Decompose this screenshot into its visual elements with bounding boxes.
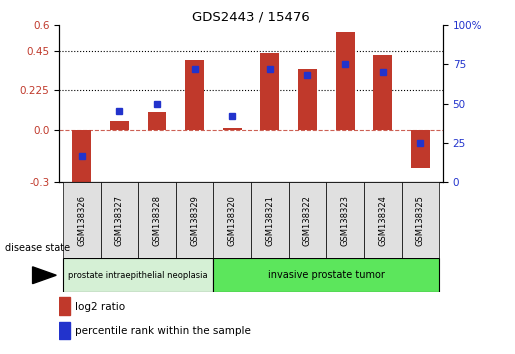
Bar bbox=[176, 182, 213, 258]
Bar bbox=[327, 182, 364, 258]
Bar bbox=[364, 182, 402, 258]
Text: GSM138328: GSM138328 bbox=[152, 195, 162, 246]
Text: GSM138323: GSM138323 bbox=[340, 195, 350, 246]
Text: log2 ratio: log2 ratio bbox=[75, 302, 126, 312]
Text: prostate intraepithelial neoplasia: prostate intraepithelial neoplasia bbox=[68, 271, 208, 280]
Bar bbox=[59, 322, 70, 339]
Text: GSM138321: GSM138321 bbox=[265, 195, 274, 246]
Text: GSM138329: GSM138329 bbox=[190, 195, 199, 246]
Text: percentile rank within the sample: percentile rank within the sample bbox=[75, 326, 251, 336]
Bar bbox=[59, 297, 70, 315]
Text: GSM138326: GSM138326 bbox=[77, 195, 87, 246]
Text: GSM138327: GSM138327 bbox=[115, 195, 124, 246]
Bar bbox=[223, 128, 242, 130]
Bar bbox=[336, 32, 354, 130]
Polygon shape bbox=[32, 267, 56, 284]
Bar bbox=[251, 182, 289, 258]
Bar bbox=[100, 182, 138, 258]
Bar bbox=[63, 258, 213, 292]
Bar bbox=[110, 121, 129, 130]
Bar bbox=[261, 53, 279, 130]
Bar bbox=[298, 69, 317, 130]
Bar bbox=[402, 182, 439, 258]
Bar bbox=[73, 130, 91, 186]
Text: GSM138320: GSM138320 bbox=[228, 195, 237, 246]
Bar bbox=[213, 258, 439, 292]
Bar bbox=[63, 182, 100, 258]
Text: invasive prostate tumor: invasive prostate tumor bbox=[268, 270, 385, 280]
Bar bbox=[148, 112, 166, 130]
Bar bbox=[138, 182, 176, 258]
Text: disease state: disease state bbox=[5, 244, 70, 253]
Bar bbox=[289, 182, 327, 258]
Text: GSM138322: GSM138322 bbox=[303, 195, 312, 246]
Text: GSM138324: GSM138324 bbox=[378, 195, 387, 246]
Bar bbox=[373, 55, 392, 130]
Text: GSM138325: GSM138325 bbox=[416, 195, 425, 246]
Bar bbox=[213, 182, 251, 258]
Bar bbox=[185, 60, 204, 130]
Title: GDS2443 / 15476: GDS2443 / 15476 bbox=[192, 11, 310, 24]
Bar bbox=[411, 130, 430, 168]
